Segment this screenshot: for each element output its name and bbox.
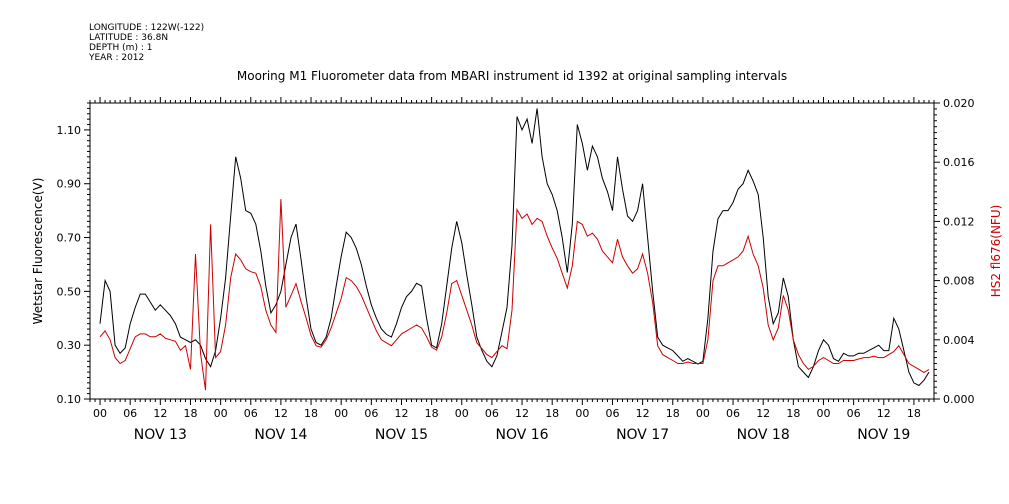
x-hour-label: 12 <box>515 407 529 420</box>
wetstar-series-line <box>99 108 930 387</box>
left-y-label: 0.10 <box>57 393 82 406</box>
x-hour-label: 18 <box>183 407 197 420</box>
right-y-label: 0.000 <box>943 393 975 406</box>
x-hour-label: 12 <box>394 407 408 420</box>
x-hour-label: 06 <box>364 407 378 420</box>
latitude-label: LATITUDE : 36.8N <box>89 33 168 43</box>
x-hour-label: 18 <box>304 407 318 420</box>
x-hour-label: 00 <box>575 407 589 420</box>
left-axis-label: Wetstar Fluorescence(V) <box>31 178 45 325</box>
x-day-label: NOV 18 <box>737 427 790 443</box>
right-axis-label: HS2 fl676(NFU) <box>989 205 1003 298</box>
x-day-label: NOV 19 <box>857 427 910 443</box>
x-hour-label: 06 <box>726 407 740 420</box>
x-day-label: NOV 17 <box>616 427 669 443</box>
x-hour-label: 00 <box>816 407 830 420</box>
right-y-label: 0.020 <box>943 97 975 110</box>
x-hour-label: 12 <box>756 407 770 420</box>
series-lines <box>99 108 930 391</box>
left-y-label: 0.90 <box>57 178 82 191</box>
x-day-label: NOV 16 <box>496 427 549 443</box>
tick-marks <box>84 97 940 405</box>
x-hour-label: 18 <box>425 407 439 420</box>
x-hour-label: 00 <box>93 407 107 420</box>
longitude-label: LONGITUDE : 122W(-122) <box>89 23 204 33</box>
x-hour-label: 06 <box>605 407 619 420</box>
x-hour-label: 06 <box>244 407 258 420</box>
x-hour-label: 12 <box>274 407 288 420</box>
x-hour-label: 06 <box>485 407 499 420</box>
x-hour-label: 18 <box>545 407 559 420</box>
right-y-label: 0.016 <box>943 156 975 169</box>
x-hour-label: 12 <box>153 407 167 420</box>
right-y-label: 0.004 <box>943 334 975 347</box>
chart-title: Mooring M1 Fluorometer data from MBARI i… <box>237 69 787 83</box>
x-hour-label: 00 <box>334 407 348 420</box>
left-y-label: 1.10 <box>57 124 82 137</box>
x-hour-label: 18 <box>907 407 921 420</box>
x-hour-label: 00 <box>696 407 710 420</box>
x-hour-label: 12 <box>636 407 650 420</box>
x-hour-label: 06 <box>847 407 861 420</box>
depth-label: DEPTH (m) : 1 <box>89 43 152 53</box>
x-hour-label: 18 <box>786 407 800 420</box>
x-hour-label: 00 <box>455 407 469 420</box>
hs2-series-line <box>99 199 930 391</box>
left-y-label: 0.50 <box>57 285 82 298</box>
left-y-label: 0.30 <box>57 339 82 352</box>
x-hour-label: 18 <box>666 407 680 420</box>
x-day-label: NOV 13 <box>134 427 187 443</box>
x-hour-label: 12 <box>877 407 891 420</box>
right-y-label: 0.012 <box>943 215 975 228</box>
x-hour-label: 00 <box>214 407 228 420</box>
year-label: YEAR : 2012 <box>88 53 144 63</box>
left-y-label: 0.70 <box>57 232 82 245</box>
x-hour-label: 06 <box>123 407 137 420</box>
tick-labels: 00 06 12 18 NOV 13 00 06 12 18 NOV 14 00 06 12 18 NOV … <box>57 97 975 443</box>
right-y-label: 0.008 <box>943 275 975 288</box>
x-day-label: NOV 15 <box>375 427 428 443</box>
x-day-label: NOV 14 <box>254 427 307 443</box>
